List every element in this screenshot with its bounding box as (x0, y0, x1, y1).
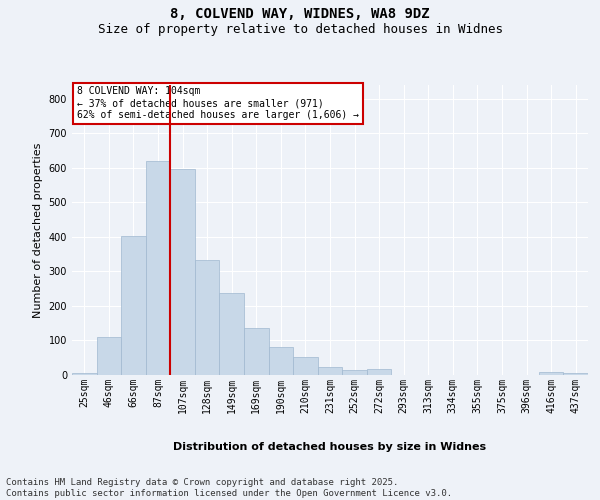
Bar (170, 169, 195, 375)
Bar (367, 369, 391, 375)
Text: 8 COLVEND WAY: 104sqm
← 37% of detached houses are smaller (971)
62% of semi-det: 8 COLVEND WAY: 104sqm ← 37% of detached … (77, 86, 359, 120)
Bar (244, 328, 269, 375)
Bar (269, 348, 293, 375)
Bar (97, 337, 121, 375)
Bar (195, 260, 220, 375)
Text: Contains HM Land Registry data © Crown copyright and database right 2025.
Contai: Contains HM Land Registry data © Crown c… (6, 478, 452, 498)
Bar (318, 366, 342, 375)
Text: 8, COLVEND WAY, WIDNES, WA8 9DZ: 8, COLVEND WAY, WIDNES, WA8 9DZ (170, 8, 430, 22)
Bar (342, 370, 367, 375)
Bar (293, 356, 318, 375)
Bar (539, 372, 563, 375)
Bar (563, 372, 588, 375)
Text: Distribution of detached houses by size in Widnes: Distribution of detached houses by size … (173, 442, 487, 452)
Bar (220, 293, 244, 375)
Bar (72, 374, 97, 375)
Bar (146, 161, 170, 375)
Text: Size of property relative to detached houses in Widnes: Size of property relative to detached ho… (97, 22, 503, 36)
Bar (121, 236, 146, 375)
Y-axis label: Number of detached properties: Number of detached properties (33, 142, 43, 318)
